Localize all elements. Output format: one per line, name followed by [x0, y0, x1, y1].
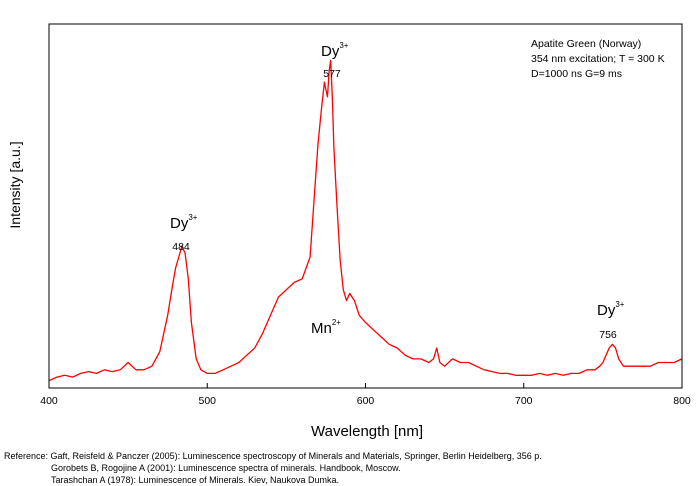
x-tick-label: 800: [673, 395, 691, 407]
info-excitation: 354 nm excitation; T = 300 K: [531, 53, 665, 65]
reference-2: Gorobets B, Rogojine A (2001): Luminesce…: [51, 463, 401, 473]
x-tick-label: 500: [198, 395, 216, 407]
peak-annotations: Dy3+ 484 Dy3+ 577 Mn2+ Dy3+ 756: [170, 41, 625, 341]
peak-ion-label: Dy3+: [170, 213, 198, 232]
peak-ion-label: Mn2+: [311, 318, 341, 337]
info-sample: Apatite Green (Norway): [531, 38, 641, 50]
peak-wavelength-label: 484: [172, 241, 190, 253]
peak-ion-label: Dy3+: [321, 41, 349, 60]
x-tick-label: 700: [515, 395, 533, 407]
x-axis-label: Wavelength [nm]: [311, 423, 423, 440]
x-tick-label: 600: [357, 395, 375, 407]
peak-wavelength-label: 756: [599, 329, 617, 341]
info-gate: D=1000 ns G=9 ms: [531, 68, 622, 80]
spectrum-chart: 400 500 600 700 800 Wavelength [nm] Intensit…: [7, 23, 691, 440]
info-box: Apatite Green (Norway) 354 nm excitation…: [531, 38, 665, 80]
reference-1: Reference: Gaft, Reisfeld & Panczer (200…: [4, 451, 542, 461]
peak-ion-label: Dy3+: [597, 300, 625, 319]
y-axis-label: Intensity [a.u.]: [7, 141, 23, 228]
x-axis-ticks: 400 500 600 700 800: [40, 383, 691, 407]
plot-frame: [48, 23, 683, 389]
peak-wavelength-label: 577: [323, 68, 341, 80]
x-tick-label: 400: [40, 395, 58, 407]
reference-3: Tarashchan A (1978): Luminescence of Min…: [51, 475, 339, 485]
spectrum-line: [48, 59, 683, 382]
references: Reference: Gaft, Reisfeld & Panczer (200…: [4, 450, 542, 486]
